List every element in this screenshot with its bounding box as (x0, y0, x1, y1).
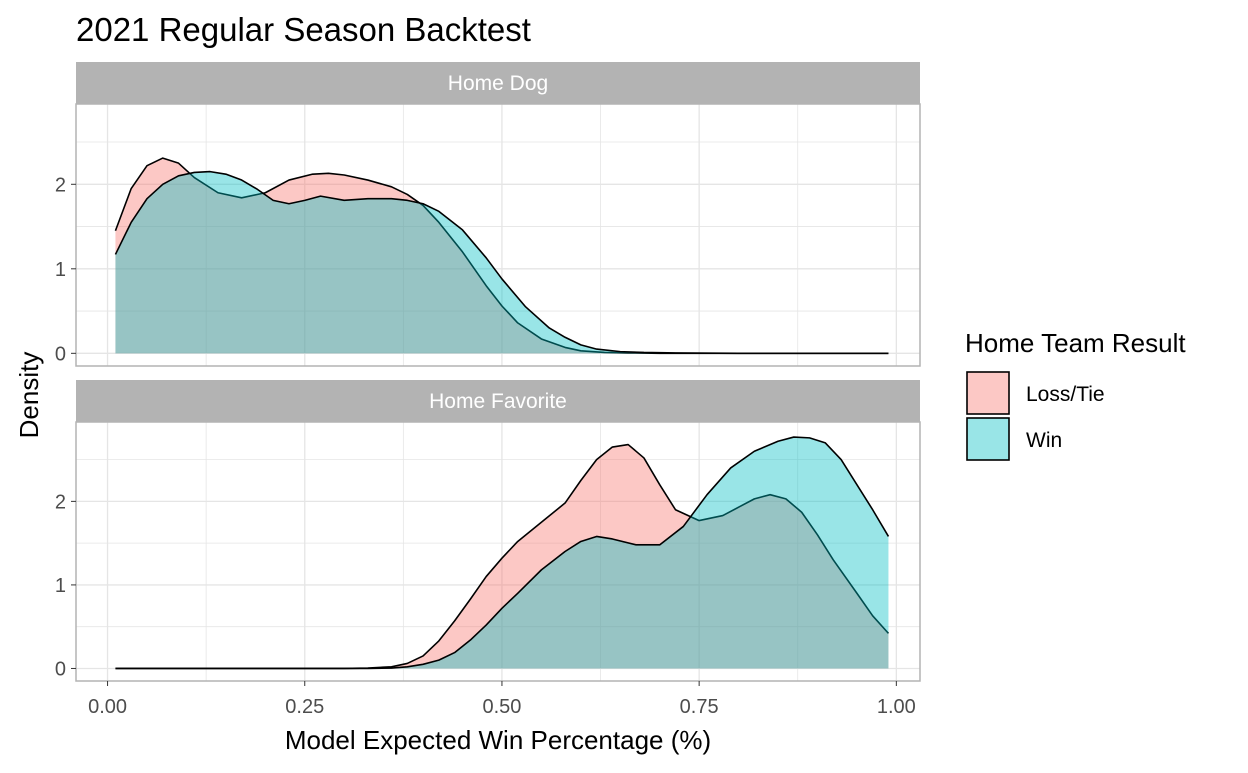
y-tick-label: 0 (55, 343, 66, 365)
density-area-loss-tie (115, 444, 889, 669)
legend-key-background (967, 418, 1009, 460)
y-tick-label: 0 (55, 658, 66, 680)
legend-swatch (966, 371, 1010, 415)
panel-background (76, 422, 920, 681)
legend-title: Home Team Result (965, 328, 1186, 358)
density-line-win (115, 436, 890, 670)
legend-item: Win (966, 417, 1062, 461)
legend-items: Loss/Tie Win (966, 371, 1105, 461)
y-tick-label: 2 (55, 491, 66, 513)
legend-key-background (967, 372, 1009, 414)
x-tick-label: 1.00 (877, 696, 916, 718)
y-tick-label: 1 (55, 575, 66, 597)
facet-panels: Home Dog 0 1 2 Home Favorite 0 1 2 0.00 0.25 0.50 0… (55, 62, 921, 718)
facet-panel: Home Favorite 0 1 2 0.00 0.25 0.50 0.75 1.00 (55, 380, 921, 718)
legend-label: Win (1026, 429, 1062, 452)
legend-label: Loss/Tie (1026, 383, 1105, 406)
legend-item: Loss/Tie (966, 371, 1105, 415)
y-tick-label: 1 (55, 259, 66, 281)
facet-strip (76, 380, 920, 422)
facet-strip-label: Home Dog (448, 72, 548, 95)
density-line-loss-tie (115, 443, 890, 670)
legend-swatch (966, 417, 1010, 461)
density-area-loss-tie (115, 158, 889, 354)
facet-strip (76, 62, 920, 104)
panel-background (76, 104, 920, 366)
x-axis-label: Model Expected Win Percentage (%) (285, 725, 711, 755)
panel-border (75, 103, 921, 367)
x-tick-label: 0.50 (482, 696, 521, 718)
panel-border (75, 421, 921, 682)
y-tick-label: 2 (55, 174, 66, 196)
density-line-win (114, 170, 889, 355)
chart-title: 2021 Regular Season Backtest (76, 11, 531, 48)
x-tick-label: 0.75 (680, 696, 719, 718)
x-tick-label: 0.00 (88, 696, 127, 718)
facet-panel: Home Dog 0 1 2 (55, 62, 921, 367)
density-area-win (115, 437, 889, 669)
legend: Home Team Result Loss/Tie Win (965, 328, 1186, 461)
x-tick-label: 0.25 (285, 696, 324, 718)
facet-strip-label: Home Favorite (429, 390, 567, 413)
density-area-win (115, 171, 889, 354)
y-axis-label: Density (14, 352, 44, 439)
